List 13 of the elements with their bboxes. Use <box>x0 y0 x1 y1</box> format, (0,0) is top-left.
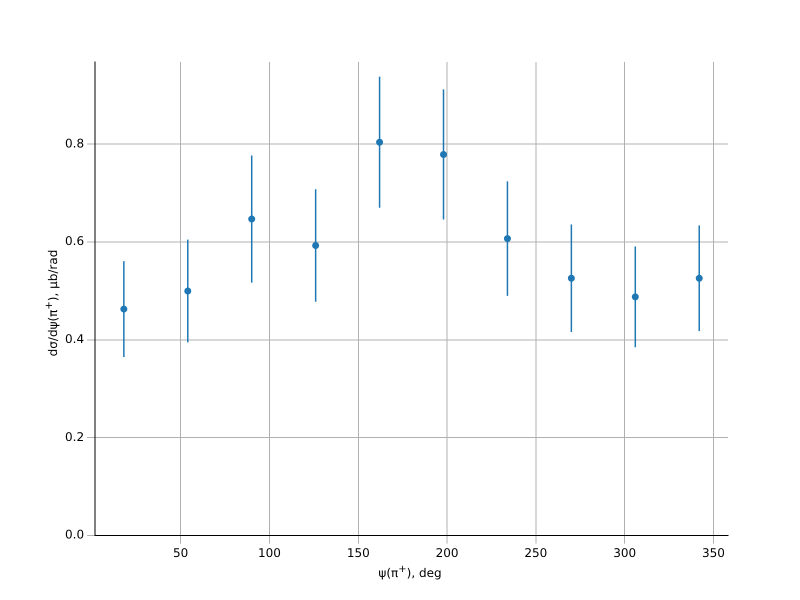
x-tick-label: 100 <box>258 546 281 560</box>
x-tick-label: 50 <box>173 546 188 560</box>
x-tick-label: 250 <box>524 546 548 560</box>
y-tick-label: 0.6 <box>64 234 84 248</box>
y-tick-label: 0.8 <box>64 136 84 150</box>
y-tick-label: 0.4 <box>64 332 84 346</box>
x-tick-label: 350 <box>702 546 725 560</box>
x-axis-title: ψ(π$^{+}$), deg <box>378 564 442 580</box>
x-tick-label: 150 <box>346 546 370 560</box>
x-tick-label: 200 <box>436 546 459 560</box>
x-tick-label: 300 <box>613 546 636 560</box>
y-tick-label: 0.0 <box>64 528 84 542</box>
y-tick-label: 0.2 <box>64 430 84 444</box>
